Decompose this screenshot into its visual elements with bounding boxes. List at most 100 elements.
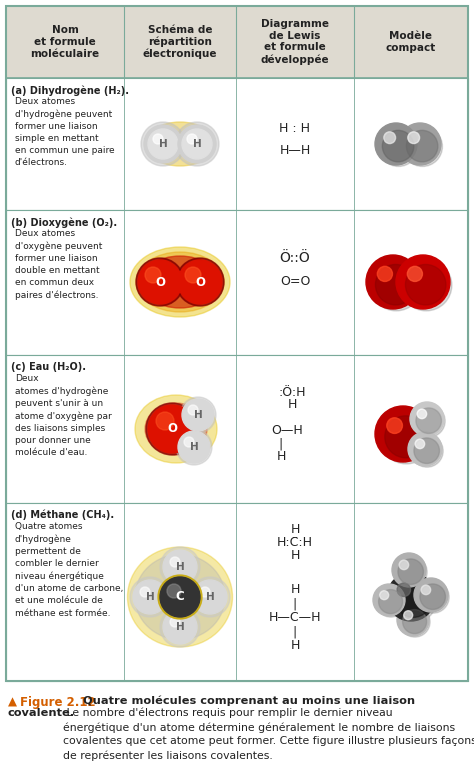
Text: |: | bbox=[293, 597, 297, 611]
Text: Modèle
compact: Modèle compact bbox=[386, 31, 436, 53]
Circle shape bbox=[417, 409, 427, 419]
Circle shape bbox=[148, 405, 196, 453]
Ellipse shape bbox=[145, 403, 207, 455]
Circle shape bbox=[399, 123, 441, 165]
Circle shape bbox=[387, 417, 402, 434]
Text: (d) Méthane (CH₄).: (d) Méthane (CH₄). bbox=[11, 510, 114, 521]
Text: |: | bbox=[293, 625, 297, 638]
Text: Quatre atomes
d'hydrogène
permettent de
combler le dernier
niveau énergétique
d': Quatre atomes d'hydrogène permettent de … bbox=[15, 522, 123, 617]
Text: H—H: H—H bbox=[279, 144, 310, 157]
Bar bbox=[6, 78, 468, 210]
Bar bbox=[6, 355, 468, 503]
Ellipse shape bbox=[136, 252, 224, 312]
Circle shape bbox=[411, 435, 443, 467]
Ellipse shape bbox=[145, 122, 215, 166]
Bar bbox=[6, 210, 468, 355]
Circle shape bbox=[178, 431, 210, 463]
Ellipse shape bbox=[135, 395, 217, 463]
Circle shape bbox=[408, 432, 442, 466]
Text: H: H bbox=[290, 549, 300, 562]
Text: H: H bbox=[287, 398, 297, 411]
Text: C: C bbox=[176, 591, 184, 604]
Text: O: O bbox=[195, 276, 205, 289]
Text: Diagramme
de Lewis
et formule
développée: Diagramme de Lewis et formule développée bbox=[261, 19, 329, 64]
Circle shape bbox=[170, 557, 180, 567]
Ellipse shape bbox=[130, 247, 230, 317]
Circle shape bbox=[401, 260, 452, 311]
Circle shape bbox=[417, 581, 449, 614]
Text: Deux atomes
d'hydrogène peuvent
former une liaison
simple en mettant
en commun u: Deux atomes d'hydrogène peuvent former u… bbox=[15, 97, 115, 168]
Circle shape bbox=[366, 255, 420, 309]
Text: H: H bbox=[276, 450, 286, 463]
Text: (a) Dihydrogène (H₂).: (a) Dihydrogène (H₂). bbox=[11, 85, 129, 96]
Text: Deux atomes
d'oxygène peuvent
former une liaison
double en mettant
en commun deu: Deux atomes d'oxygène peuvent former une… bbox=[15, 229, 102, 300]
Circle shape bbox=[406, 130, 438, 162]
Text: covalente.: covalente. bbox=[8, 708, 75, 718]
Circle shape bbox=[180, 397, 216, 433]
Text: O: O bbox=[155, 276, 165, 289]
Text: H: H bbox=[159, 139, 167, 149]
Circle shape bbox=[391, 577, 437, 623]
Circle shape bbox=[160, 607, 200, 647]
Circle shape bbox=[416, 408, 441, 434]
Circle shape bbox=[397, 604, 429, 636]
Text: H: H bbox=[192, 139, 201, 149]
Circle shape bbox=[421, 585, 431, 594]
Circle shape bbox=[163, 610, 197, 644]
Text: |: | bbox=[279, 437, 283, 450]
Text: O: O bbox=[167, 423, 177, 436]
Text: H: H bbox=[206, 592, 214, 602]
Circle shape bbox=[138, 260, 182, 304]
Circle shape bbox=[375, 406, 431, 462]
Circle shape bbox=[144, 125, 182, 163]
Text: H: H bbox=[193, 410, 202, 420]
Circle shape bbox=[405, 264, 446, 305]
Circle shape bbox=[379, 126, 419, 166]
Circle shape bbox=[185, 267, 201, 283]
Circle shape bbox=[400, 607, 430, 637]
Text: H : H: H : H bbox=[280, 122, 310, 135]
Ellipse shape bbox=[135, 555, 225, 640]
Text: Quatre molécules comprenant au moins une liaison: Quatre molécules comprenant au moins une… bbox=[79, 696, 415, 706]
Circle shape bbox=[375, 123, 417, 165]
Circle shape bbox=[387, 573, 435, 621]
Text: :Ö:H: :Ö:H bbox=[278, 385, 306, 398]
Circle shape bbox=[404, 611, 413, 620]
Bar bbox=[6, 6, 468, 78]
Circle shape bbox=[415, 439, 425, 449]
Circle shape bbox=[402, 610, 427, 633]
Text: H: H bbox=[146, 592, 155, 602]
Circle shape bbox=[371, 260, 422, 311]
Text: (c) Eau (H₂O).: (c) Eau (H₂O). bbox=[11, 362, 86, 372]
Text: H: H bbox=[290, 523, 300, 536]
Circle shape bbox=[410, 402, 444, 436]
Circle shape bbox=[170, 617, 180, 627]
Circle shape bbox=[385, 416, 427, 458]
Circle shape bbox=[395, 581, 431, 617]
Ellipse shape bbox=[141, 256, 219, 308]
Circle shape bbox=[182, 129, 212, 159]
Text: O—H: O—H bbox=[271, 424, 303, 437]
Text: Ö::Ö: Ö::Ö bbox=[280, 250, 310, 265]
Circle shape bbox=[397, 583, 410, 597]
Circle shape bbox=[376, 587, 406, 617]
Circle shape bbox=[399, 560, 409, 570]
Circle shape bbox=[130, 577, 170, 617]
Text: Le nombre d'électrons requis pour remplir le dernier niveau
énergétique d'un ato: Le nombre d'électrons requis pour rempli… bbox=[63, 708, 474, 761]
Circle shape bbox=[413, 405, 445, 437]
Circle shape bbox=[402, 126, 442, 166]
Circle shape bbox=[176, 429, 212, 465]
Circle shape bbox=[383, 130, 414, 162]
Text: H: H bbox=[176, 562, 184, 572]
Circle shape bbox=[188, 405, 198, 415]
Text: ▲: ▲ bbox=[8, 696, 21, 709]
Text: Nom
et formule
moléculaire: Nom et formule moléculaire bbox=[30, 25, 100, 59]
Circle shape bbox=[375, 264, 416, 305]
Text: H—C—H: H—C—H bbox=[269, 611, 321, 624]
Text: H: H bbox=[290, 583, 300, 596]
Text: H: H bbox=[176, 622, 184, 632]
Circle shape bbox=[145, 267, 161, 283]
Ellipse shape bbox=[128, 547, 233, 647]
Circle shape bbox=[200, 587, 210, 597]
Circle shape bbox=[187, 134, 197, 144]
